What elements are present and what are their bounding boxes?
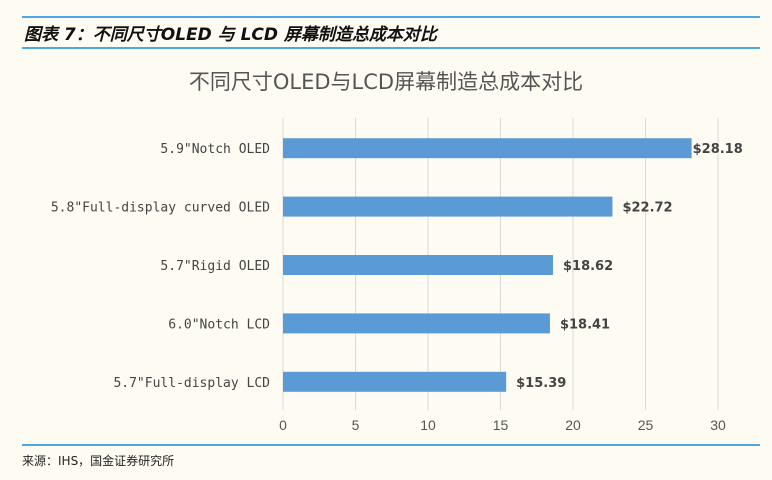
category-label: 6.0"Notch LCD <box>168 317 270 332</box>
x-tick-label: 10 <box>420 417 436 433</box>
x-tick-label: 15 <box>493 417 509 433</box>
bar <box>283 313 550 334</box>
bar <box>283 255 553 275</box>
x-tick-label: 25 <box>638 417 654 433</box>
data-label: $15.39 <box>516 376 566 391</box>
bar <box>283 371 507 392</box>
bar <box>283 196 613 217</box>
top-divider <box>22 16 760 18</box>
category-label: 5.8"Full-display curved OLED <box>51 201 270 216</box>
data-label: $28.18 <box>693 142 743 157</box>
data-label: $18.41 <box>560 317 610 332</box>
bottom-divider <box>22 444 760 446</box>
data-label: $22.72 <box>622 201 672 216</box>
bar <box>283 138 692 159</box>
figure-title: 图表 7：不同尺寸OLED 与 LCD 屏幕制造总成本对比 <box>24 25 437 45</box>
x-tick-label: 0 <box>279 417 287 433</box>
x-tick-label: 30 <box>710 417 726 433</box>
x-tick-label: 5 <box>352 417 360 433</box>
category-label: 5.9"Notch OLED <box>160 142 270 157</box>
title-divider <box>22 47 760 49</box>
data-label: $18.62 <box>563 259 613 274</box>
x-tick-label: 20 <box>565 417 581 433</box>
chart-title: 不同尺寸OLED与LCD屏幕制造总成本对比 <box>188 70 584 94</box>
category-label: 5.7"Rigid OLED <box>160 259 270 274</box>
source-note: 来源：IHS，国金证券研究所 <box>22 454 175 468</box>
category-label: 5.7"Full-display LCD <box>113 376 270 391</box>
